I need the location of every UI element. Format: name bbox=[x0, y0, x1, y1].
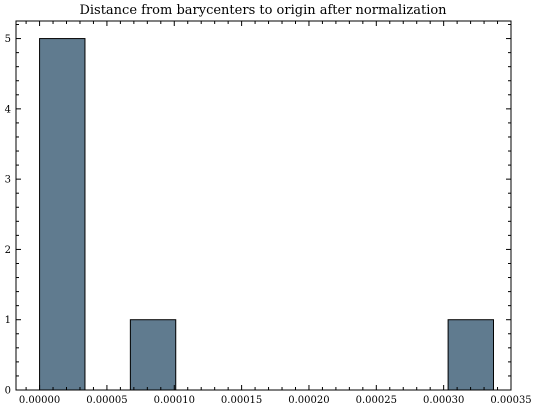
histogram-bar-0 bbox=[39, 38, 86, 391]
plot-frame bbox=[15, 20, 512, 391]
plot-area: 0.00000 0.00005 0.00010 0.00015 0.00020 0.000… bbox=[5, 20, 532, 406]
x-tick-label: 0.00010 bbox=[154, 395, 195, 406]
x-tick-label: 0.00030 bbox=[423, 395, 464, 406]
x-tick-label: 0.00005 bbox=[86, 395, 127, 406]
histogram-bar-2 bbox=[129, 319, 177, 391]
x-tick-label: 0.00035 bbox=[490, 395, 531, 406]
y-tick-label: 0 bbox=[5, 386, 11, 397]
x-tick-label: 0.00000 bbox=[19, 395, 60, 406]
chart-title: Distance from barycenters to origin afte… bbox=[79, 3, 447, 18]
y-tick-label: 3 bbox=[5, 175, 11, 186]
y-tick-label: 4 bbox=[5, 104, 11, 115]
x-tick-label: 0.00015 bbox=[221, 395, 262, 406]
histogram-bar-9 bbox=[447, 319, 494, 391]
x-tick-label: 0.00025 bbox=[356, 395, 397, 406]
y-tick-label: 1 bbox=[5, 315, 11, 326]
y-tick-label: 5 bbox=[5, 34, 11, 45]
x-tick-label: 0.00020 bbox=[288, 395, 329, 406]
y-tick-label: 2 bbox=[5, 245, 11, 256]
